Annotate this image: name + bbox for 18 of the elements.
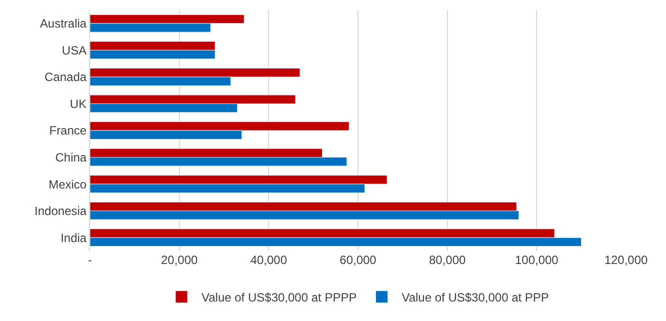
y-tick-label: Australia <box>40 16 87 31</box>
legend-label: Value of US$30,000 at PPPP <box>202 290 357 305</box>
y-tick-label: Canada <box>44 70 87 84</box>
x-tick-label: 20,000 <box>160 253 198 267</box>
y-tick-label: Indonesia <box>34 204 87 218</box>
y-tick-label: Mexico <box>48 177 87 192</box>
x-tick-label: 40,000 <box>250 253 288 267</box>
x-tick-label: - <box>88 253 92 267</box>
x-tick-label: 60,000 <box>340 253 377 267</box>
y-tick-label: India <box>60 230 87 245</box>
y-tick-label: UK <box>70 96 87 111</box>
legend-label: Value of US$30,000 at PPP <box>402 290 549 305</box>
x-tick-label: 120,000 <box>604 253 648 267</box>
x-tick-label: 80,000 <box>428 253 466 267</box>
y-tick-label: USA <box>62 43 87 58</box>
y-tick-label: France <box>49 124 87 138</box>
x-tick-label: 100,000 <box>514 253 559 267</box>
y-tick-label: China <box>55 150 87 164</box>
